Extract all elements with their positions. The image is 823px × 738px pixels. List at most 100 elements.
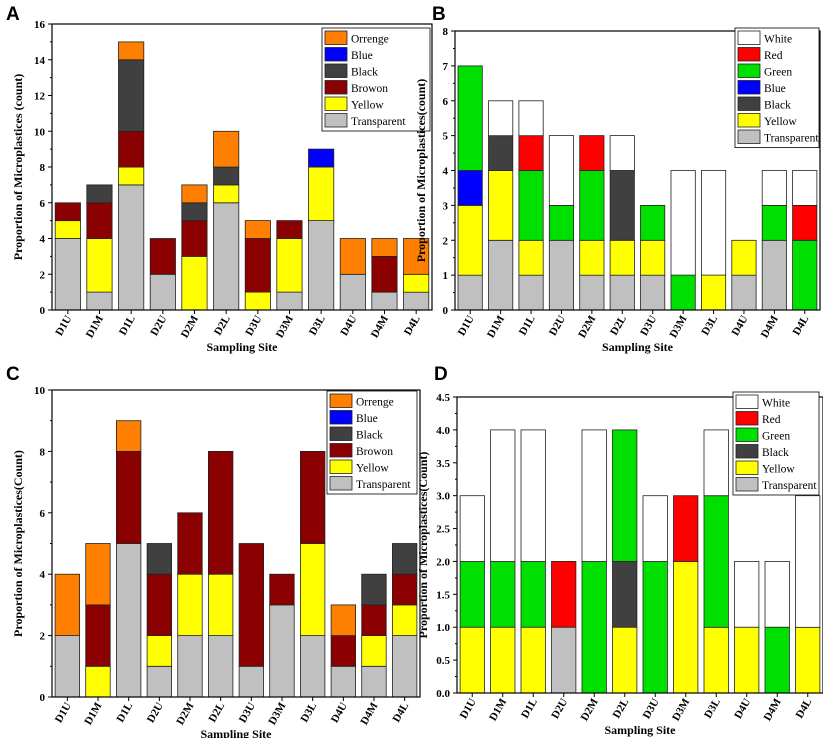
chart-b-bar-d4u-transparent — [731, 274, 757, 311]
chart-a-bar-d1m-transparent — [86, 291, 113, 311]
chart-d-bar-d2l-black — [612, 561, 638, 628]
chart-c-legend-label-black: Black — [356, 430, 383, 442]
chart-d-xtick-label: D3M — [670, 696, 693, 723]
chart-a-bar-d2l-orrenge — [213, 130, 240, 168]
chart-c-xtick-label: D1L — [114, 701, 135, 725]
chart-b-legend-label-black: Black — [764, 100, 791, 112]
chart-b-ytick-label: 7 — [443, 61, 449, 73]
chart-b-legend-swatch-transparent — [737, 129, 761, 144]
chart-a-bar-d2l-black — [213, 166, 240, 186]
chart-d-ytick-label: 0.0 — [436, 688, 450, 700]
chart-b-xtick-label: D2U — [547, 313, 568, 338]
chart-d-bar-d3m-yellow — [673, 561, 699, 694]
chart-a-xtick-label: D1M — [84, 313, 107, 340]
chart-c-xtick-label: D1U — [53, 700, 74, 725]
chart-a-ytick-label: 0 — [40, 305, 46, 317]
chart-b-legend-swatch-yellow — [737, 113, 761, 128]
chart-d-ytick-label: 3.0 — [436, 491, 450, 503]
chart-a-xtick-label: D2U — [148, 313, 169, 338]
chart-d-bar-d3l-white — [703, 429, 729, 497]
chart-b-legend-swatch-black — [737, 96, 761, 111]
chart-a-xtick-label: D4M — [369, 313, 392, 340]
chart-b-bar-d2l-yellow — [609, 239, 635, 276]
chart-a-xtick-label: D4L — [402, 314, 423, 338]
chart-c-xtick-label: D3U — [237, 700, 258, 725]
chart-c-bar-d2m-browon — [177, 512, 203, 575]
chart-a-bar-d4u-orrenge — [339, 238, 366, 275]
chart-c-bar-d4u-orrenge — [330, 604, 357, 637]
chart-a-legend-swatch-yellow — [324, 96, 348, 111]
chart-b-bar-d4l-green — [792, 239, 818, 311]
chart-c-legend-label-blue: Blue — [356, 413, 378, 425]
chart-c-xtick-label: D4L — [390, 701, 411, 725]
chart-d-xtick-label: D3U — [641, 696, 662, 721]
chart-d-legend: White Red Green Black Yellow Transparent — [732, 391, 820, 496]
chart-a-bar-d1l-orrenge — [118, 41, 145, 61]
chart-c-bar-d3m-transparent — [269, 604, 295, 698]
chart-d-bar-d2m-white — [581, 429, 607, 562]
chart-a-ytick-label: 8 — [40, 162, 46, 174]
chart-a-panel-label: A — [6, 4, 20, 25]
chart-a-xtick-label: D3U — [243, 313, 264, 338]
chart-d-xtick-label: D4U — [732, 696, 753, 721]
chart-c-bar-d2u-transparent — [146, 665, 173, 698]
chart-c-legend-label-transparent: Transparent — [356, 479, 411, 491]
chart-d-bar-d1u-green — [459, 561, 485, 628]
chart-a-xtick-label: D3L — [307, 314, 328, 338]
chart-c-bar-d1l-browon — [116, 450, 142, 544]
chart-a-xtick-label: D1U — [53, 313, 74, 338]
chart-c-xlabel: Sampling Site — [200, 727, 272, 738]
chart-a-bar-d3m-browon — [276, 220, 303, 239]
chart-a-bar-d2l-yellow — [213, 184, 240, 204]
chart-c-bar-d1u-transparent — [54, 635, 80, 698]
chart-c-bar-d3l-yellow — [299, 543, 326, 636]
chart-b-bar-d2m-yellow — [579, 239, 605, 276]
chart-b-bar-d2m-green — [579, 170, 605, 241]
chart-a-bar-d3m-transparent — [276, 291, 303, 311]
chart-c-legend: Orrenge Blue Black Browon Yellow Transparent — [326, 390, 418, 495]
chart-a-bar-d1m-black — [86, 184, 113, 204]
chart-c-legend-swatch-orrenge — [329, 393, 353, 408]
chart-a-legend-label-yellow: Yellow — [351, 100, 384, 112]
chart-b-bar-d4m-green — [761, 204, 787, 241]
chart-d-xtick-label: D2M — [579, 696, 602, 723]
chart-d-bar-d1l-yellow — [520, 626, 546, 694]
chart-b-bar-d1m-black — [488, 135, 514, 171]
chart-c-bar-d4m-browon — [361, 604, 387, 637]
chart-c-ytick-label: 6 — [40, 508, 46, 520]
chart-a-ytick-label: 16 — [34, 19, 46, 31]
chart-b-ytick-label: 1 — [443, 270, 449, 282]
chart-a-bar-d1l-yellow — [118, 166, 145, 186]
chart-a-xlabel: Sampling Site — [206, 340, 278, 354]
chart-b-bar-d4m-transparent — [761, 239, 787, 311]
chart-c-bar-d4l-transparent — [391, 635, 418, 698]
chart-a-bar-d1u-yellow — [54, 220, 81, 239]
chart-d-legend-swatch-black — [735, 444, 759, 459]
chart-c-bar-d4u-transparent — [330, 665, 357, 698]
chart-a-legend: Orrenge Blue Black Browon Yellow Transparent — [321, 27, 431, 132]
chart-d-legend-label-white: White — [762, 398, 790, 410]
chart-panel-b: B 0 1 2 3 4 5 6 7 8 D1U D1M D1L D2U D2M D2L D3U D3M D3L D4U… — [414, 4, 821, 354]
chart-d-panel-label: D — [434, 364, 448, 385]
chart-d-legend-swatch-yellow — [735, 460, 759, 475]
chart-a-bar-d1u-browon — [54, 202, 81, 222]
chart-d-xtick-label: D2U — [549, 696, 570, 721]
chart-d-bar-d1m-white — [490, 429, 516, 562]
chart-a-bar-d1l-transparent — [118, 184, 145, 311]
chart-a-legend-swatch-transparent — [324, 113, 348, 128]
chart-c-bar-d1l-transparent — [116, 543, 142, 698]
chart-b-bar-d3u-green — [640, 204, 666, 241]
chart-a-bar-d2u-transparent — [149, 273, 176, 311]
chart-a-legend-label-orrenge: Orrenge — [351, 34, 389, 46]
chart-d-bar-d2u-red — [551, 561, 577, 628]
chart-a-ytick-label: 12 — [34, 91, 46, 103]
chart-a-bar-d4l-transparent — [403, 291, 430, 311]
chart-a-ylabel: Proportion of Microplastices (count) — [11, 74, 25, 261]
chart-a-bar-d3u-orrenge — [244, 220, 271, 239]
chart-b-bar-d2l-white — [609, 135, 635, 171]
chart-a-bar-d4m-orrenge — [371, 238, 398, 257]
chart-c-legend-swatch-black — [329, 426, 353, 441]
chart-b-ytick-label: 3 — [443, 200, 449, 212]
chart-b-bar-d2u-white — [548, 135, 574, 206]
chart-c-ytick-label: 4 — [40, 569, 46, 581]
